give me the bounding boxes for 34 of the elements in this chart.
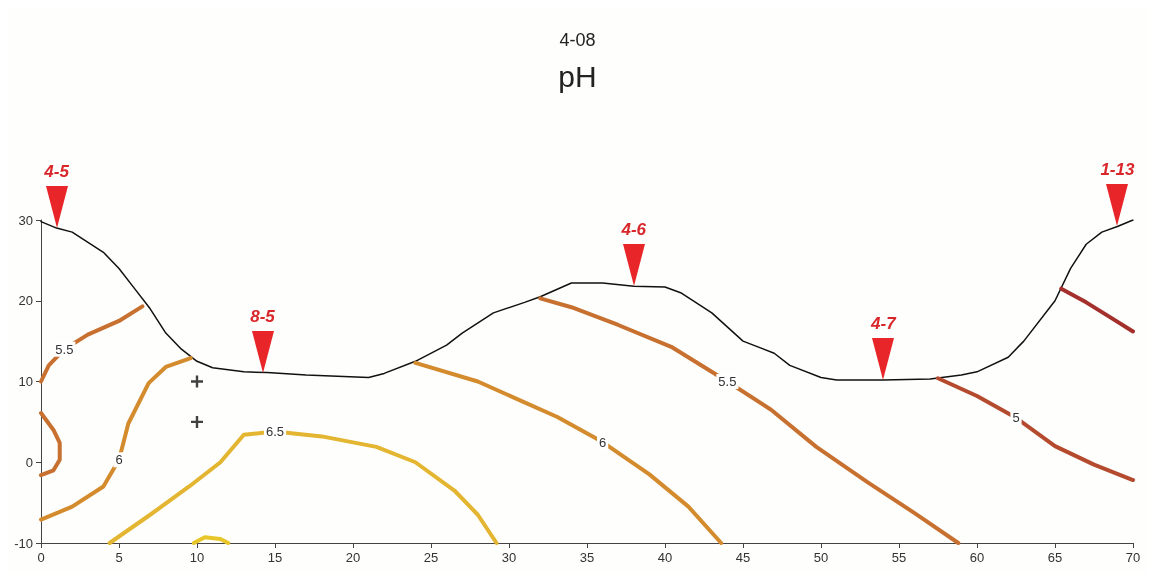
x-tick-label: 20 bbox=[345, 550, 361, 565]
y-tick-label: -10 bbox=[14, 535, 33, 551]
annotation: 1-13 bbox=[1099, 160, 1136, 181]
x-tick-label: 5 bbox=[115, 550, 123, 565]
annotation: 8-5 bbox=[249, 306, 276, 327]
line-series bbox=[936, 376, 1135, 483]
y-tick-label: 0 bbox=[25, 454, 33, 470]
x-tick-label: 25 bbox=[423, 550, 439, 565]
chart-subtitle: 4-08 bbox=[559, 30, 596, 50]
x-tick-label: 55 bbox=[891, 550, 907, 565]
annotation: 4-5 bbox=[43, 162, 70, 183]
x-tick-label: 35 bbox=[579, 550, 595, 565]
text: 6 bbox=[598, 434, 607, 450]
line-series bbox=[1059, 286, 1135, 334]
annotation: 4-6 bbox=[620, 220, 648, 241]
line-series bbox=[39, 410, 62, 478]
x-tick-label: 10 bbox=[189, 550, 205, 565]
x-tick-label: 15 bbox=[267, 550, 283, 565]
y-tick-label: 20 bbox=[18, 293, 33, 309]
series-label: 5 bbox=[1012, 410, 1020, 426]
y-tick-label: 10 bbox=[18, 374, 33, 389]
point bbox=[191, 375, 203, 388]
x-tick-label: 60 bbox=[969, 550, 985, 565]
x-tick-label: 50 bbox=[813, 550, 829, 565]
x-tick-label: 0 bbox=[37, 550, 45, 565]
x-tick-label: 65 bbox=[1047, 550, 1063, 565]
x-tick-label: 70 bbox=[1125, 550, 1141, 565]
y-tick-label: 30 bbox=[18, 212, 33, 228]
chart-title: pH bbox=[558, 59, 597, 93]
x-tick-label: 45 bbox=[735, 550, 751, 565]
annotation: 4-7 bbox=[870, 313, 898, 334]
x-tick-label: 30 bbox=[501, 550, 517, 565]
x-tick-label: 40 bbox=[657, 550, 673, 565]
series-label: 6 bbox=[115, 452, 123, 468]
